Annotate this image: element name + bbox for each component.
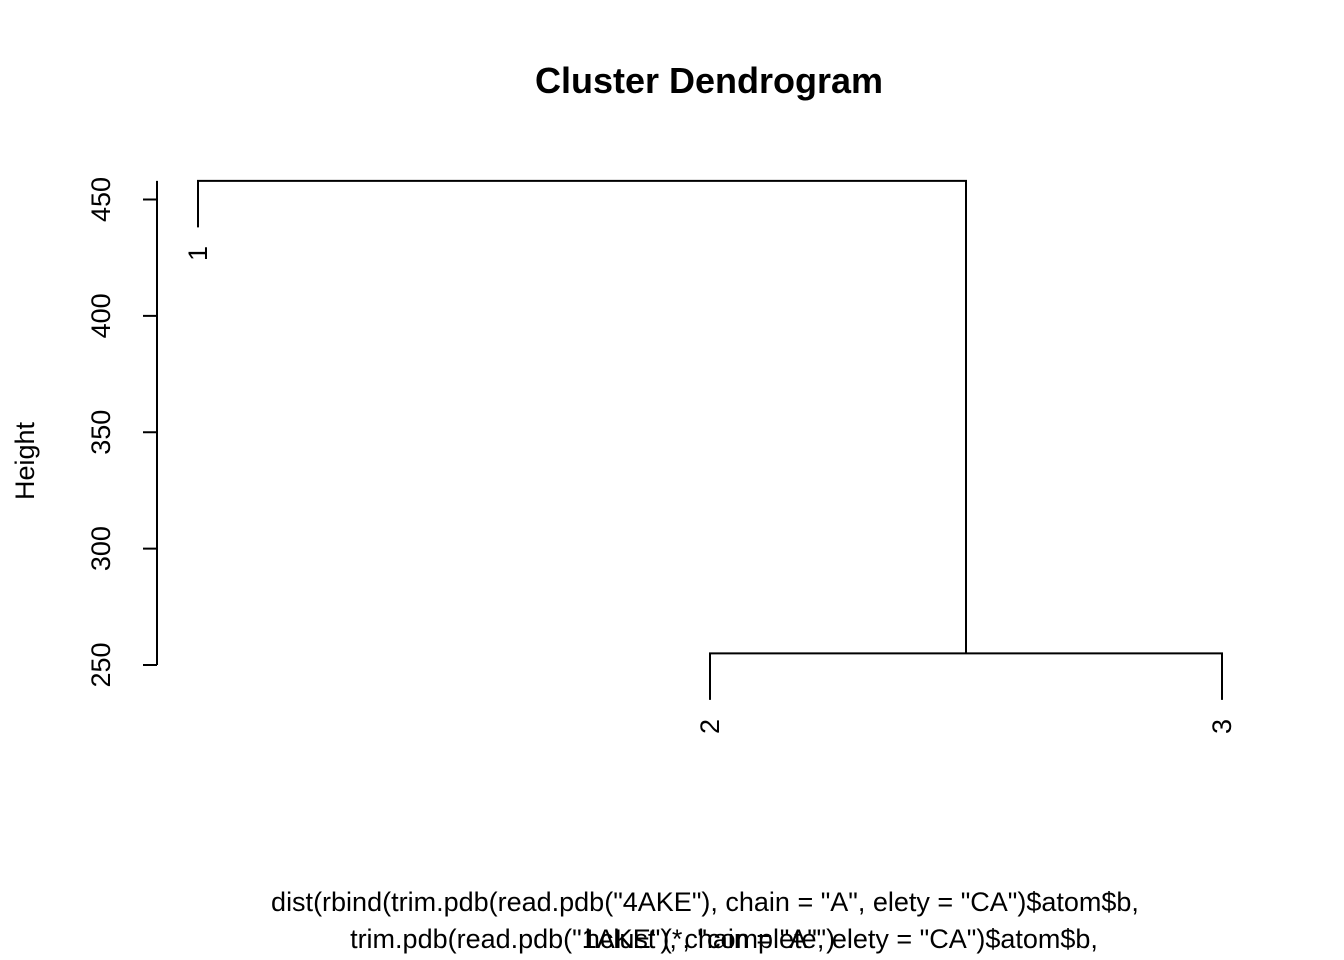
leaf-label-1: 1 (183, 246, 213, 261)
merge-2 (197, 179, 967, 654)
y-tick-label-450: 450 (86, 177, 116, 222)
y-axis-label: Height (10, 421, 40, 500)
x-axis-label-line-3: hclust (*, "complete") (585, 924, 835, 954)
x-axis-label-line-1: dist(rbind(trim.pdb(read.pdb("4AKE"), ch… (271, 887, 1139, 917)
y-axis: 250 300 350 400 450 (86, 177, 158, 688)
merge-1 (709, 652, 1223, 700)
chart-title: Cluster Dendrogram (535, 60, 883, 101)
y-tick-label-250: 250 (86, 642, 116, 687)
y-tick-label-300: 300 (86, 526, 116, 571)
dendrogram-tree (197, 179, 1223, 700)
leaf-labels: 1 2 3 (183, 246, 1237, 734)
y-tick-label-400: 400 (86, 293, 116, 338)
y-tick-label-350: 350 (86, 410, 116, 455)
x-axis-label-line-2: trim.pdb(read.pdb("1AKE"), chain = "A", … (350, 924, 1098, 954)
leaf-label-2: 2 (695, 719, 725, 734)
leaf-label-3: 3 (1207, 719, 1237, 734)
